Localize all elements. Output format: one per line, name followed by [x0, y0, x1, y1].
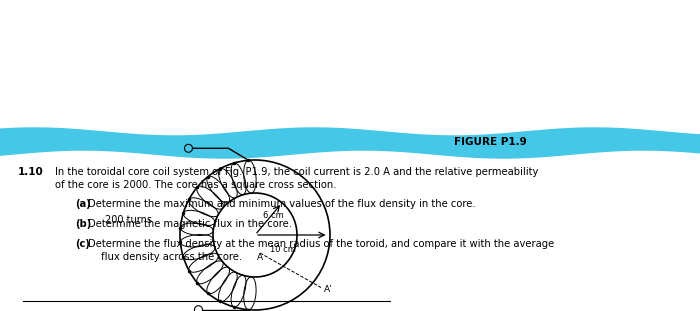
Text: In the toroidal core coil system of Fig. P1.9, the coil current is 2.0 A and the: In the toroidal core coil system of Fig.…	[55, 167, 538, 177]
Text: 1.10: 1.10	[18, 167, 43, 177]
Text: 10 cm: 10 cm	[270, 245, 296, 254]
Text: (b): (b)	[75, 219, 91, 229]
Text: 6 cm: 6 cm	[263, 211, 284, 220]
Text: Determine the flux density at the mean radius of the toroid, and compare it with: Determine the flux density at the mean r…	[88, 239, 554, 249]
Text: 200 turns: 200 turns	[105, 215, 152, 225]
Text: A’: A’	[324, 285, 333, 294]
Text: (c): (c)	[75, 239, 90, 249]
Text: (a): (a)	[75, 199, 91, 209]
Text: Determine the magnetic flux in the core.: Determine the magnetic flux in the core.	[88, 219, 292, 229]
Text: of the core is 2000. The core has a square cross section.: of the core is 2000. The core has a squa…	[55, 180, 337, 190]
Text: A: A	[257, 253, 263, 262]
Text: Determine the maximum and minimum values of the flux density in the core.: Determine the maximum and minimum values…	[88, 199, 475, 209]
Text: flux density across the core.: flux density across the core.	[101, 252, 242, 262]
Text: FIGURE P1.9: FIGURE P1.9	[454, 137, 526, 147]
